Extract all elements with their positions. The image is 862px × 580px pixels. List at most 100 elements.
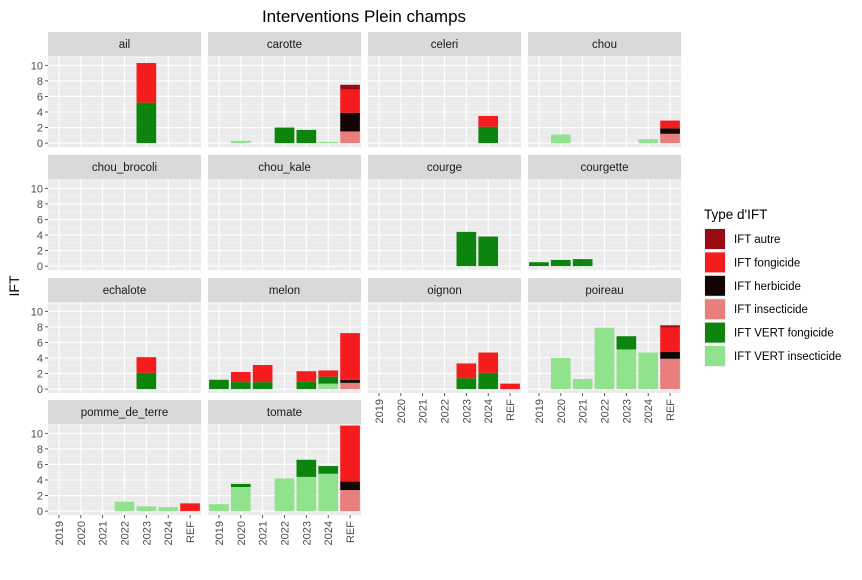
bar-segment-tomate-REF-insecticide	[340, 490, 360, 512]
legend-entry-herbicide: IFT herbicide	[704, 274, 801, 297]
bar-segment-chou-2020-vert_insecticide	[550, 134, 571, 144]
panel-strip-label: celeri	[431, 39, 458, 51]
y-axis-title: IFT	[6, 275, 22, 296]
y-tick-label: 0	[37, 261, 43, 273]
x-tick-label: REF	[185, 521, 197, 543]
bar-segment-poireau-2022-vert_insecticide	[594, 327, 615, 390]
x-tick-label: REF	[505, 399, 517, 421]
bar-segment-tomate-2020-vert_fongicide	[230, 483, 251, 487]
y-tick-label: 2	[37, 246, 43, 258]
bar-segment-pomme_de_terre-2023-vert_insecticide	[136, 506, 157, 512]
panel-strip-label: melon	[269, 285, 300, 297]
bar-segment-tomate-2020-vert_insecticide	[230, 487, 251, 512]
y-tick-label: 4	[37, 107, 43, 119]
bar-segment-courge-2024-vert_fongicide	[478, 236, 499, 267]
bar-segment-courge-2023-vert_fongicide	[456, 231, 477, 267]
bar-segment-melon-2021-vert_fongicide	[252, 382, 273, 390]
bar-segment-pomme_de_terre-2022-vert_insecticide	[114, 501, 135, 512]
x-tick-label: 2021	[418, 399, 430, 423]
bar-segment-pomme_de_terre-2024-vert_insecticide	[158, 507, 179, 512]
y-tick-label: 4	[37, 230, 43, 242]
bar-segment-melon-REF-fongicide	[340, 333, 360, 380]
bar-segment-tomate-REF-fongicide	[340, 425, 360, 482]
bar-segment-poireau-2023-vert_insecticide	[616, 349, 637, 390]
bar-segment-melon-2020-vert_fongicide	[230, 382, 251, 390]
x-tick-label: 2022	[440, 399, 452, 423]
bar-segment-ail-2023-fongicide	[136, 63, 157, 103]
bar-segment-tomate-2019-vert_insecticide	[209, 504, 229, 512]
panel-poireau: poireau 2019 2020 2021 2022 2023 2024 REF	[528, 278, 681, 423]
x-tick-label: 2021	[98, 521, 110, 545]
y-tick-label: 8	[37, 322, 43, 334]
x-tick-label: 2020	[236, 521, 248, 545]
bar-segment-oignon-2024-vert_fongicide	[478, 372, 499, 390]
y-tick-label: 2	[37, 369, 43, 381]
bar-segment-chou-2024-vert_insecticide	[638, 139, 659, 144]
panel-strip	[368, 278, 521, 302]
bar-segment-carotte-REF-fongicide	[340, 89, 360, 113]
bar-segment-tomate-REF-herbicide	[340, 481, 360, 491]
bar-segment-poireau-REF-insecticide	[660, 358, 680, 390]
bar-segment-courgette-2019-vert_fongicide	[529, 262, 549, 267]
bar-segment-poireau-2023-vert_fongicide	[616, 336, 637, 350]
bar-segment-melon-2019-vert_fongicide	[209, 379, 229, 390]
legend-entry-vert_fongicide: IFT VERT fongicide	[704, 321, 834, 344]
bar-segment-pomme_de_terre-REF-fongicide	[180, 503, 200, 512]
bar-segment-echalote-2023-fongicide	[136, 357, 157, 373]
panel-strip-label: chou_brocoli	[92, 162, 157, 174]
bar-segment-tomate-2024-vert_insecticide	[318, 473, 339, 512]
bar-segment-carotte-REF-herbicide	[340, 112, 360, 132]
x-tick-label: 2020	[556, 399, 568, 423]
legend-label: IFT VERT insecticide	[734, 351, 841, 363]
x-tick-label: 2023	[621, 399, 633, 423]
y-tick-label: 10	[31, 183, 43, 195]
panel-carotte: carotte	[208, 32, 361, 147]
bar-segment-melon-2024-vert_insecticide	[318, 383, 339, 390]
panel-strip	[48, 278, 201, 302]
legend-label: IFT VERT fongicide	[734, 328, 834, 340]
legend-key-swatch	[705, 322, 725, 343]
panel-strip	[48, 155, 201, 179]
bar-segment-poireau-2024-vert_insecticide	[638, 352, 659, 390]
x-tick-label: 2019	[214, 521, 226, 545]
panel-strip-label: oignon	[427, 285, 462, 297]
legend-key-swatch	[705, 252, 725, 273]
bar-segment-poireau-REF-fongicide	[660, 327, 680, 352]
y-tick-label: 4	[37, 353, 43, 365]
panel-strip-label: chou	[592, 39, 617, 51]
legend-key-swatch	[705, 229, 725, 249]
bar-segment-oignon-2024-fongicide	[478, 352, 499, 373]
bar-segment-celeri-2024-vert_fongicide	[478, 126, 499, 144]
bar-segment-melon-2024-fongicide	[318, 370, 339, 377]
bar-segment-oignon-REF-fongicide	[500, 383, 520, 390]
panel-strip-label: pomme_de_terre	[81, 407, 169, 419]
bar-segment-poireau-REF-herbicide	[660, 351, 680, 359]
panel-courgette: courgette	[528, 155, 681, 270]
panel-strip-label: echalote	[103, 285, 146, 297]
panel-chou_kale: chou_kale	[208, 155, 361, 270]
panel-courge: courge	[368, 155, 521, 270]
bar-segment-courgette-2020-vert_fongicide	[550, 259, 571, 267]
panel-strip	[48, 32, 201, 56]
x-tick-label: 2024	[323, 521, 335, 545]
x-tick-label: 2020	[76, 521, 88, 545]
y-tick-label: 4	[37, 475, 43, 487]
bar-segment-tomate-2023-vert_fongicide	[296, 459, 317, 477]
legend-label: IFT herbicide	[734, 281, 801, 293]
bar-segment-carotte-REF-insecticide	[340, 131, 360, 144]
y-tick-label: 2	[37, 123, 43, 135]
chart-title: Interventions Plein champs	[262, 7, 466, 26]
bar-segment-courgette-2021-vert_fongicide	[572, 259, 593, 267]
bar-segment-chou-REF-herbicide	[660, 128, 680, 134]
bar-segment-melon-2023-fongicide	[296, 371, 317, 382]
x-tick-label: 2020	[396, 399, 408, 423]
bar-segment-ail-2023-vert_fongicide	[136, 102, 157, 144]
y-tick-label: 6	[37, 214, 43, 226]
panel-strip	[208, 155, 361, 179]
panel-chou_brocoli: chou_brocoli 0 2 4 6 8 10	[31, 155, 201, 273]
legend-label: IFT fongicide	[734, 257, 800, 269]
x-tick-label: 2022	[120, 521, 132, 545]
bar-segment-carotte-2020-vert_insecticide	[230, 140, 251, 144]
